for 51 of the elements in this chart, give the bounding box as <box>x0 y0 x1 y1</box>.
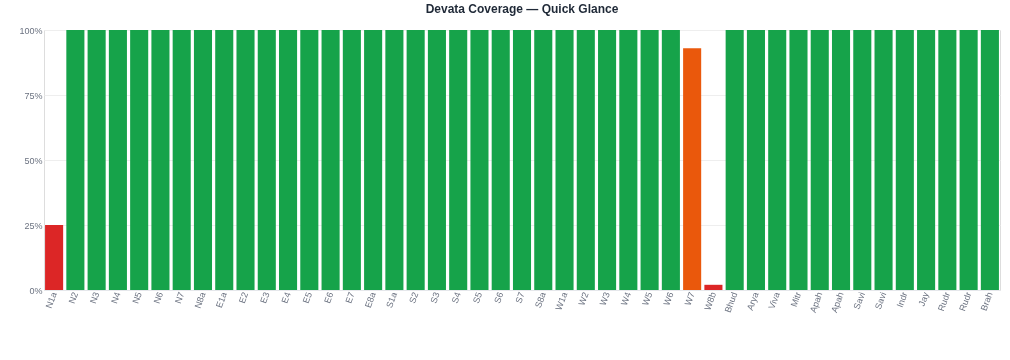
x-tick-label: Brah <box>978 290 995 313</box>
x-tick-label: W1a <box>553 290 570 312</box>
x-tick-label: W2 <box>576 290 591 307</box>
x-tick-label: N6 <box>151 290 166 306</box>
x-tick-label: E4 <box>279 290 293 305</box>
y-tick-label: 50% <box>24 155 43 166</box>
x-tick-label: N3 <box>88 290 102 306</box>
x-tick-label: N2 <box>66 290 81 306</box>
y-tick-label: 0% <box>29 285 43 296</box>
x-tick-label: Arya <box>744 290 761 312</box>
x-tick-label: N8a <box>192 290 208 310</box>
x-tick-label: Jay <box>916 290 931 308</box>
x-tick-label: Rudr <box>957 290 974 313</box>
x-tick-label: S1a <box>384 290 400 310</box>
x-tick-label: Apah <box>829 290 846 314</box>
x-tick-label: W7 <box>682 290 697 307</box>
x-tick-label: E1a <box>214 290 229 310</box>
x-tick-label: N4 <box>109 290 123 306</box>
x-tick-label: Apah <box>807 290 825 314</box>
y-tick-label: 75% <box>24 90 43 101</box>
x-tick-label: W5 <box>640 290 655 307</box>
y-tick-label: 25% <box>24 220 43 231</box>
x-tick-label: Indr <box>894 290 910 309</box>
x-tick-label: S5 <box>471 290 485 305</box>
x-tick-label: Savi <box>851 290 867 311</box>
x-tick-label: W3 <box>597 290 612 307</box>
x-tick-label: Viva <box>766 290 782 311</box>
x-tick-label: E6 <box>322 290 336 305</box>
x-tick-label: E7 <box>343 290 357 305</box>
x-tick-label: S4 <box>449 290 463 305</box>
x-tick-label: N7 <box>173 290 187 306</box>
y-tick-label: 100% <box>19 25 43 36</box>
x-tick-label: E8a <box>362 290 378 310</box>
x-tick-label: Rudr <box>935 290 953 313</box>
x-tick-label: S6 <box>492 290 506 305</box>
x-tick-label: Savi <box>872 290 889 311</box>
x-tick-label: S3 <box>428 290 442 305</box>
x-tick-label: N5 <box>130 290 144 306</box>
x-tick-label: N1a <box>43 290 59 310</box>
x-tick-label: W8b <box>702 290 719 312</box>
chart-title: Devata Coverage — Quick Glance <box>425 2 619 16</box>
x-tick-label: S7 <box>513 290 527 305</box>
x-tick-label: S2 <box>407 290 421 305</box>
x-tick-label: W6 <box>661 290 676 307</box>
x-tick-label: E5 <box>300 290 315 305</box>
x-tick-label: S8a <box>533 290 548 310</box>
x-tick-label: W4 <box>619 290 634 307</box>
x-tick-label: E2 <box>237 290 251 305</box>
x-tick-label: E3 <box>258 290 272 305</box>
x-tick-label: Mitr <box>788 290 804 309</box>
x-tick-label: Bhud <box>722 290 740 314</box>
